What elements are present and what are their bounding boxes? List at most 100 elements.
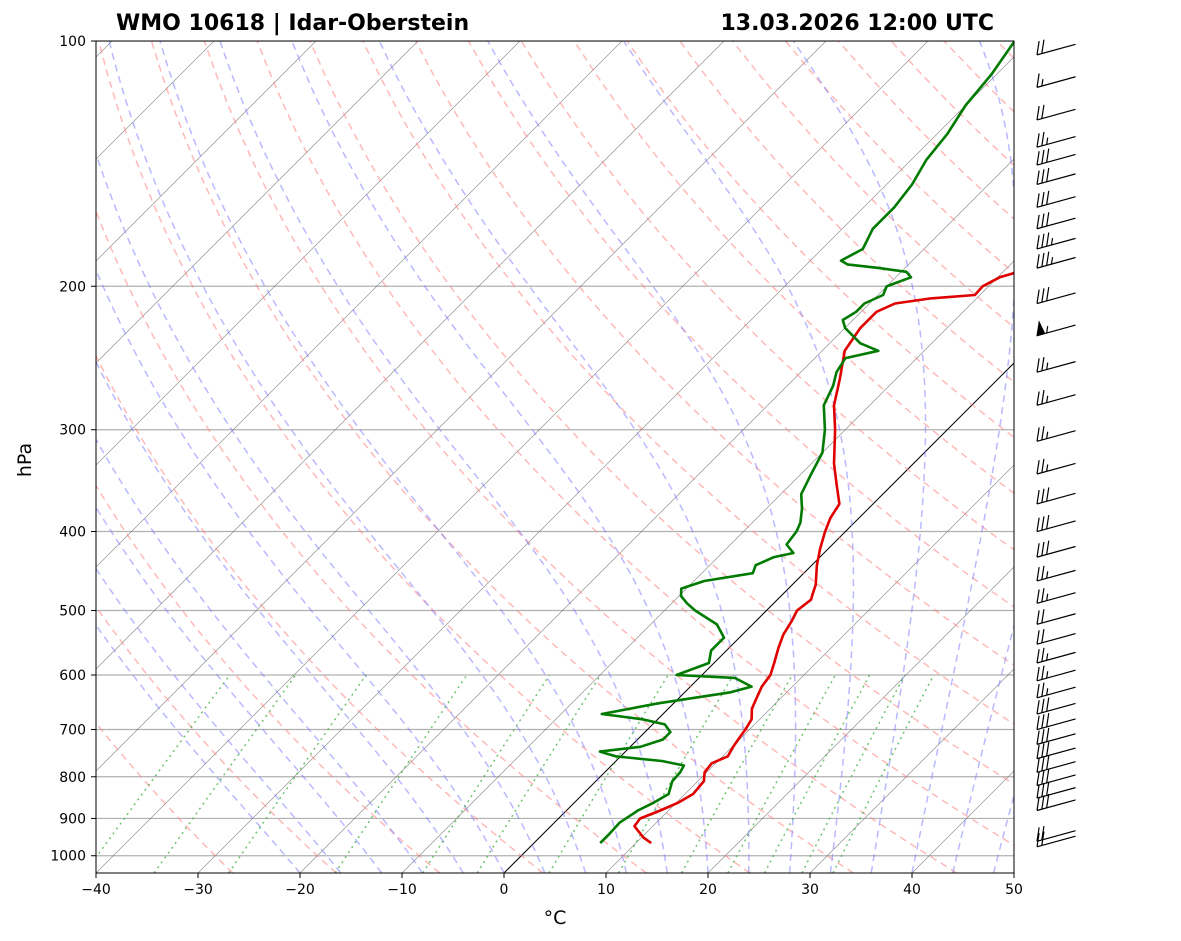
barb-flag	[1036, 106, 1040, 121]
wind-barb	[1036, 286, 1076, 305]
temperature-profile	[633, 271, 1014, 845]
y-tick-label: 100	[59, 34, 86, 50]
y-tick-label: 400	[59, 525, 86, 541]
isotherm-line	[96, 41, 827, 772]
isotherm-line	[0, 41, 10, 873]
barb-half-flag	[1050, 257, 1054, 265]
barb-flag	[1036, 235, 1040, 250]
moist-adiabat	[487, 41, 797, 873]
barb-flag	[1041, 169, 1045, 184]
wind-barb	[1036, 131, 1076, 148]
barb-flag	[1036, 784, 1040, 799]
wind-barb	[1036, 190, 1076, 208]
moist-adiabat	[96, 505, 383, 873]
isotherm-line	[707, 566, 1014, 873]
wind-barbs	[1036, 39, 1076, 848]
barb-staff	[1036, 153, 1076, 166]
barb-staff	[1036, 136, 1076, 148]
barb-flag	[1036, 827, 1040, 842]
barb-flag	[1036, 744, 1040, 759]
moist-adiabat	[108, 41, 587, 873]
barb-flag	[1036, 683, 1040, 698]
barb-half-flag	[1046, 571, 1049, 579]
barb-pennant	[1036, 320, 1046, 337]
barb-flag	[1041, 795, 1045, 810]
wind-barb	[1036, 781, 1076, 799]
plot-frame	[95, 40, 1015, 874]
barb-flag	[1036, 460, 1040, 475]
barb-staff	[1036, 733, 1076, 745]
barb-flag	[1041, 356, 1045, 371]
wind-barb	[1036, 768, 1076, 787]
moist-adiabat	[159, 41, 628, 873]
mixing-ratio-line	[680, 674, 793, 873]
x-tick-label: 40	[903, 882, 921, 898]
wind-barb	[1036, 148, 1076, 166]
mixing-ratio-line	[548, 674, 669, 873]
moist-adiabat	[291, 41, 709, 873]
barb-half-flag	[1046, 688, 1049, 696]
dry-adiabat	[96, 484, 441, 873]
barb-flag	[1036, 730, 1040, 745]
barb-staff	[1036, 217, 1076, 230]
y-tick-label: 1000	[50, 849, 86, 865]
barb-flag	[1036, 543, 1040, 558]
moist-adiabat	[219, 41, 668, 873]
barb-staff	[1036, 256, 1076, 269]
barb-flag	[1036, 715, 1040, 730]
barb-flag	[1036, 214, 1040, 229]
y-tick-label: 800	[59, 770, 86, 786]
barb-half-flag	[1046, 653, 1049, 661]
y-tick-label: 200	[59, 279, 86, 295]
axis-ticks: −40 −30 −20 −10 0 10 20 30 40 50 100 200 300 400 500 60…	[50, 34, 1023, 898]
barb-staff	[1036, 108, 1076, 121]
wind-barb	[1036, 251, 1076, 269]
x-tick-label: −10	[387, 882, 417, 898]
barb-flag	[1036, 427, 1040, 442]
dry-adiabat	[362, 41, 1014, 725]
barb-flag	[1041, 826, 1045, 841]
barb-flag	[1036, 289, 1040, 304]
moist-adiabat	[792, 41, 927, 873]
barb-flag	[1046, 514, 1050, 529]
mixing-ratio-line	[618, 674, 735, 873]
barb-flag	[1046, 286, 1050, 301]
wind-barb	[1036, 426, 1076, 442]
x-tick-label: 10	[597, 882, 615, 898]
y-tick-label: 300	[59, 423, 86, 439]
barb-flag	[1036, 193, 1040, 208]
barb-flag	[1036, 700, 1040, 715]
wind-barb	[1036, 212, 1076, 230]
dry-adiabat	[573, 41, 1014, 495]
wind-barb	[1036, 628, 1076, 645]
barb-staff	[1036, 430, 1076, 442]
barb-staff	[1036, 718, 1076, 731]
x-axis-label: °C	[544, 907, 567, 929]
wind-barb	[1036, 487, 1076, 505]
dewpoint-profile	[598, 41, 1014, 845]
wind-barb	[1036, 73, 1076, 88]
barb-staff	[1036, 799, 1076, 812]
barb-flag	[1036, 589, 1040, 604]
moist-adiabat	[96, 360, 464, 873]
x-tick-label: 20	[699, 882, 717, 898]
dry-adiabat	[943, 41, 1014, 113]
barb-staff	[1036, 835, 1076, 848]
barb-flag	[1041, 831, 1045, 846]
wind-barb	[1036, 682, 1076, 699]
barb-flag	[1041, 665, 1045, 680]
barb-staff	[1036, 669, 1076, 682]
barb-flag	[1036, 73, 1040, 88]
barb-half-flag	[1046, 431, 1049, 439]
barb-flag	[1046, 712, 1050, 727]
barb-half-flag	[1046, 464, 1049, 472]
dry-adiabat	[96, 209, 647, 873]
mixing-ratio-line	[96, 674, 231, 859]
y-tick-label: 900	[59, 811, 86, 827]
wind-barb	[1036, 793, 1076, 812]
barb-flag	[1036, 133, 1040, 148]
barb-staff	[1036, 545, 1076, 558]
barb-staff	[1036, 173, 1076, 186]
moist-adiabat	[96, 567, 342, 873]
